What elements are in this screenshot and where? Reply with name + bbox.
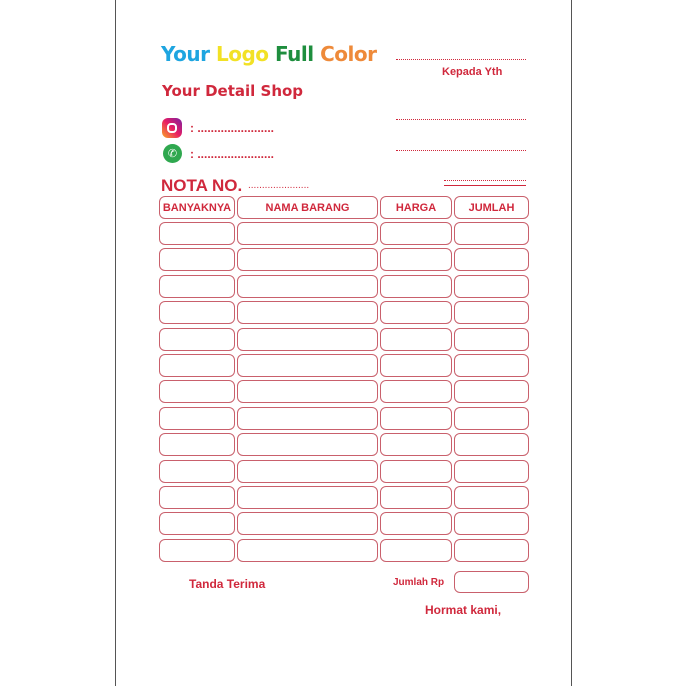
jumlah-rp-field[interactable] [454, 571, 529, 593]
hormat-kami-label: Hormat kami, [425, 603, 502, 617]
cell-banyaknya[interactable] [159, 380, 235, 404]
cell-banyaknya[interactable] [159, 222, 235, 245]
cell-harga[interactable] [380, 274, 452, 298]
cell-banyaknya[interactable] [159, 459, 235, 483]
cell-jumlah[interactable] [454, 222, 529, 245]
cell-banyaknya[interactable] [159, 248, 235, 272]
logo-text: Your Logo Full Color [161, 42, 377, 66]
cell-jumlah[interactable] [454, 459, 529, 483]
cell-jumlah[interactable] [454, 301, 529, 325]
paper-right-edge [571, 0, 572, 686]
tanda-terima-label: Tanda Terima [189, 577, 266, 591]
cell-jumlah[interactable] [454, 486, 529, 509]
cell-nama-barang[interactable] [237, 248, 378, 272]
cell-harga[interactable] [380, 433, 452, 457]
cell-harga[interactable] [380, 486, 452, 509]
cell-harga[interactable] [380, 354, 452, 377]
address-line [396, 119, 526, 120]
cell-harga[interactable] [380, 222, 452, 245]
cell-nama-barang[interactable] [237, 433, 378, 457]
cell-jumlah[interactable] [454, 380, 529, 404]
header-jumlah: JUMLAH [454, 196, 529, 219]
recipient-line [396, 59, 526, 60]
cell-banyaknya[interactable] [159, 433, 235, 457]
cell-nama-barang[interactable] [237, 301, 378, 325]
cell-nama-barang[interactable] [237, 538, 378, 562]
nota-value: ...................... [248, 180, 310, 191]
whatsapp-icon: ✆ [163, 144, 182, 163]
header-nama-barang: NAMA BARANG [237, 196, 378, 219]
cell-jumlah[interactable] [454, 274, 529, 298]
cell-jumlah[interactable] [454, 433, 529, 457]
jumlah-rp-label: Jumlah Rp [393, 577, 445, 588]
instagram-icon [162, 118, 182, 138]
nota-label: NOTA NO. [161, 176, 243, 195]
cell-harga[interactable] [380, 459, 452, 483]
cell-banyaknya[interactable] [159, 538, 235, 562]
cell-banyaknya[interactable] [159, 327, 235, 351]
header-harga: HARGA [380, 196, 452, 219]
instagram-value: : ....................... [190, 121, 275, 135]
cell-harga[interactable] [380, 248, 452, 272]
cell-jumlah[interactable] [454, 248, 529, 272]
cell-nama-barang[interactable] [237, 274, 378, 298]
recipient-label: Kepada Yth [442, 66, 503, 78]
cell-nama-barang[interactable] [237, 486, 378, 509]
paper-left-edge [115, 0, 116, 686]
cell-nama-barang[interactable] [237, 354, 378, 377]
logo-word: Full [274, 42, 314, 66]
cell-banyaknya[interactable] [159, 301, 235, 325]
cell-jumlah[interactable] [454, 354, 529, 377]
cell-jumlah[interactable] [454, 512, 529, 536]
cell-banyaknya[interactable] [159, 354, 235, 377]
whatsapp-value: : ....................... [190, 147, 275, 161]
cell-banyaknya[interactable] [159, 406, 235, 430]
cell-nama-barang[interactable] [237, 459, 378, 483]
cell-nama-barang[interactable] [237, 406, 378, 430]
cell-nama-barang[interactable] [237, 222, 378, 245]
cell-banyaknya[interactable] [159, 274, 235, 298]
date-underline [444, 185, 526, 186]
cell-nama-barang[interactable] [237, 380, 378, 404]
cell-harga[interactable] [380, 512, 452, 536]
cell-jumlah[interactable] [454, 406, 529, 430]
logo-word: Your [161, 42, 210, 66]
cell-harga[interactable] [380, 406, 452, 430]
date-line [444, 180, 526, 181]
cell-banyaknya[interactable] [159, 512, 235, 536]
cell-harga[interactable] [380, 301, 452, 325]
cell-harga[interactable] [380, 538, 452, 562]
cell-banyaknya[interactable] [159, 486, 235, 509]
cell-nama-barang[interactable] [237, 327, 378, 351]
logo-word: Color [320, 42, 377, 66]
shop-detail: Your Detail Shop [162, 82, 304, 100]
cell-nama-barang[interactable] [237, 512, 378, 536]
cell-jumlah[interactable] [454, 327, 529, 351]
header-banyaknya: BANYAKNYA [159, 196, 235, 219]
cell-harga[interactable] [380, 380, 452, 404]
address-line [396, 150, 526, 151]
logo-word: Logo [215, 42, 269, 66]
cell-jumlah[interactable] [454, 538, 529, 562]
cell-harga[interactable] [380, 327, 452, 351]
